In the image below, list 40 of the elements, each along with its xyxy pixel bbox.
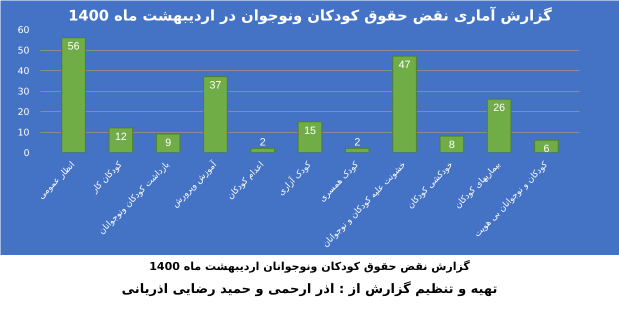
text: تهیه و تنظیم گزارش از : اذر ارحمی و حمید رضایی اذریانی [120, 280, 498, 299]
data-label: 2 [260, 136, 266, 148]
data-label: 56 [68, 40, 80, 53]
bar [298, 121, 322, 152]
bar [108, 127, 134, 152]
x-tick-label: انظار عمومی [36, 160, 78, 202]
x-tick-label: اعدام کودکان [226, 160, 266, 202]
x-tick-label: کودکان کار [89, 159, 126, 196]
data-label: 12 [114, 130, 127, 143]
bar [486, 98, 512, 152]
bar [61, 37, 86, 152]
data-label: 37 [210, 80, 222, 92]
data-label: 9 [165, 137, 172, 150]
x-tick-label: خودکشی کودکان [406, 160, 456, 211]
bar [250, 148, 276, 152]
x-tick-label: کودک همسری [318, 159, 362, 204]
y-tick-label: 20 [18, 107, 30, 118]
x-tick-label: آموزش وپرورش [169, 158, 220, 210]
data-label: 8 [448, 139, 455, 152]
chart-title: گزارش آماری نقض حقوق کودکان ونوجوان در اردیبهشت ماه 1400 [68, 6, 552, 24]
bar [392, 56, 417, 152]
y-tick-label: 40 [18, 66, 30, 77]
bar [440, 136, 464, 152]
x-tick-label: کودک آزاری [275, 158, 314, 198]
data-label: 15 [304, 124, 316, 137]
bar [534, 140, 559, 152]
bar [203, 76, 228, 152]
x-tick-label: بیماریهای کودکان [453, 160, 503, 211]
bar [156, 134, 180, 152]
y-tick-label: 60 [18, 25, 30, 36]
y-tick-label: 10 [18, 128, 30, 138]
text: گزارش نقض حقوق کودکان ونوجوانان اردیبهشت ماه 1400 [148, 259, 471, 275]
y-tick-label: 30 [18, 86, 30, 98]
y-tick-label: 50 [18, 46, 30, 56]
data-label: 6 [543, 143, 550, 156]
data-label: 2 [354, 136, 360, 148]
data-label: 47 [398, 59, 411, 72]
y-tick-label: 0 [24, 148, 30, 159]
bar [344, 148, 370, 152]
data-label: 26 [493, 102, 506, 114]
